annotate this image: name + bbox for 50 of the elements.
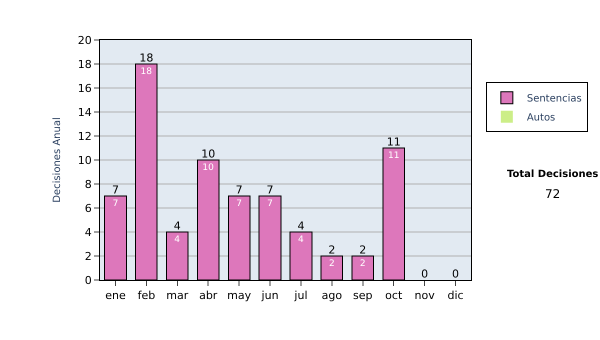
x-tick-label: nov [414,289,436,302]
data-label: 18 [140,67,152,77]
y-tick-label: 4 [84,226,92,239]
x-tick-label: ago [322,289,342,302]
y-tick-label: 10 [78,154,92,167]
total-label: 2 [328,243,336,256]
x-tick-label: jun [260,289,279,302]
total-label: 10 [201,147,216,160]
x-tick-label: mar [166,289,189,302]
data-label: 4 [174,235,180,245]
x-tick-label: feb [138,289,156,302]
y-tick-label: 16 [78,82,92,95]
x-tick-label: dic [447,289,464,302]
legend-label: Sentencias [526,94,582,105]
total-label: 0 [421,267,428,280]
y-tick-label: 12 [78,130,92,143]
data-label: 7 [112,199,118,209]
total-label: 11 [386,135,401,148]
y-axis-title: Decisiones Anual [52,117,63,203]
data-label: 7 [267,199,273,209]
x-tick-label: may [227,289,252,302]
x-tick-label: oct [385,289,403,302]
total-label: 7 [236,183,243,196]
total-label: 7 [266,183,274,196]
y-tick-label: 2 [84,250,92,263]
total-label: 4 [174,219,181,232]
data-label: 10 [202,163,214,173]
y-tick-label: 8 [84,178,92,191]
total-label: 7 [112,183,119,196]
total-label: 4 [297,219,304,232]
total-label: 0 [452,267,460,280]
x-tick-label: jul [293,289,308,302]
x-tick-label: ene [105,289,126,302]
total-label: 18 [139,51,154,64]
text: 72 [545,187,560,201]
data-label: 2 [360,259,366,269]
total-label: 2 [359,243,366,256]
y-tick-label: 20 [78,34,92,47]
text: Total Decisiones [507,169,598,180]
y-tick-label: 0 [84,274,92,287]
data-label: 7 [236,199,242,209]
data-label: 11 [388,151,400,161]
y-tick-label: 6 [84,202,92,215]
x-tick-label: sep [353,289,373,302]
legend-label: Autos [526,112,556,124]
data-label: 4 [298,235,304,245]
data-label: 2 [329,259,335,269]
y-tick-label: 14 [78,106,92,119]
x-tick-label: abr [199,289,218,302]
y-tick-label: 18 [78,58,92,71]
